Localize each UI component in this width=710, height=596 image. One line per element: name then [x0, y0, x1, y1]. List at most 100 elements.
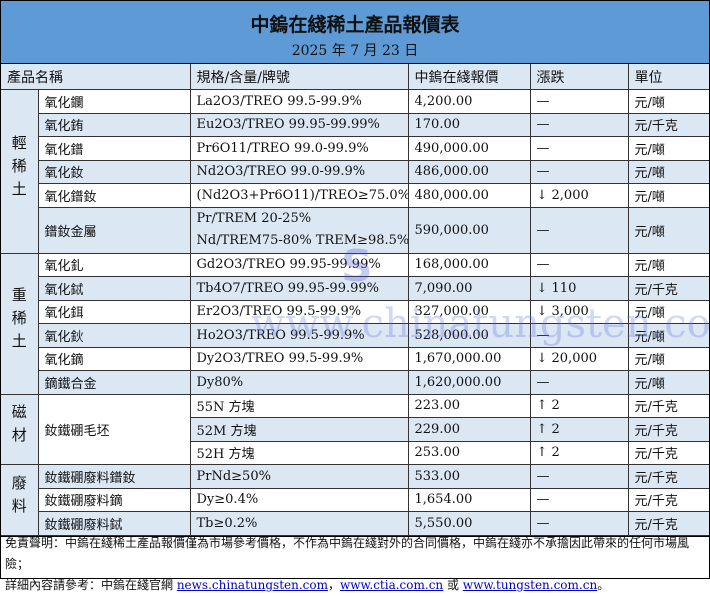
table-row: 52M 方塊 229.00 ↑ 2 元/千克 [1, 417, 709, 442]
price: 4,200.00 [407, 89, 531, 114]
table-row: 氧化鏑 Dy2O3/TREO 99.5-99.9% 1,670,000.00 ↓ 20… [1, 346, 709, 371]
spec: Gd2O3/TREO 99.95-99.99% [189, 252, 409, 277]
table-row: 重稀土 氧化釓 Gd2O3/TREO 99.95-99.99% 168,000.00—… [1, 252, 709, 395]
price-table: 產品名稱 規格/含量/牌號 中鎢在綫報價 漲跌 單位 輕稀土 氧化鑭 La2O3/T… [1, 64, 709, 536]
change: — [529, 89, 629, 114]
spec: 55N 方塊 [189, 393, 409, 418]
table-row: 52H 方塊 253.00 ↑ 2 元/千克 [1, 440, 709, 465]
product-name: 氧化鏑 [38, 346, 191, 371]
product-name: 鏑鐵合金 [38, 370, 191, 395]
table-row: 氧化鈥 Ho2O3/TREO 99.5-99.9% 528,000.00— 元/噸 [1, 323, 709, 348]
product-name: 氧化銪 [38, 112, 191, 137]
category-magnet: 磁材 [1, 393, 39, 465]
product-name: 氧化釹 [38, 159, 191, 184]
product-name: 氧化釓 [37, 252, 191, 277]
change: ↓ 3,000 [529, 299, 629, 324]
change: ↑ 2 [529, 417, 629, 442]
header-price: 中鎢在綫報價 [407, 64, 531, 90]
category-label: 磁材 [9, 404, 28, 451]
change: — [529, 112, 629, 137]
price: 253.00 [407, 440, 531, 465]
spec: Dy80% [189, 370, 409, 395]
unit: 元/噸 [627, 252, 709, 277]
price: 170.00 [407, 112, 531, 137]
unit: 元/千克 [627, 112, 709, 137]
unit: 元/噸 [627, 346, 709, 371]
change: — [529, 252, 629, 277]
date: 2025 年 7 月 23 日 [291, 43, 419, 59]
product-name: 氧化鐠釹 [38, 183, 191, 208]
spec: Pr/TREM 20-25% Nd/TREM75-80% TREM≥98.5% [189, 206, 409, 254]
price: 229.00 [407, 417, 531, 442]
spec: Nd2O3/TREO 99.0-99.9% [189, 159, 409, 184]
price: 480,000.00 [407, 183, 531, 208]
reference-label: 詳細內容請參考：中鎢在綫官網 [5, 578, 177, 592]
price: 168,000.00 [407, 252, 531, 277]
header-product: 產品名稱 [1, 64, 191, 90]
product-name: 釹鐵硼廢料鏑 [38, 487, 191, 512]
table-row: 氧化釹 Nd2O3/TREO 99.0-99.9% 486,000.00— 元/噸 [1, 159, 709, 184]
price: 1,620,000.00 [407, 370, 531, 395]
spec: Dy≥0.4% [189, 487, 409, 512]
spec: (Nd2O3+Pr6O11)/TREO≥75.0% [189, 183, 409, 208]
product-name: 鐠釹金屬 [38, 206, 191, 254]
header-spec: 規格/含量/牌號 [189, 64, 409, 90]
price: 486,000.00 [407, 159, 531, 184]
table-row: 鐠釹金屬 Pr/TREM 20-25% Nd/TREM75-80% TREM≥98.… [1, 206, 709, 254]
price: 327,000.00 [407, 299, 531, 324]
spec: Tb4O7/TREO 99.95-99.99% [189, 276, 409, 301]
unit: 元/噸 [627, 323, 709, 348]
change: ↑ 2 [529, 440, 629, 465]
spec: Pr6O11/TREO 99.0-99.9% [189, 136, 409, 161]
unit: 元/千克 [627, 511, 709, 536]
price: 5,550.00 [407, 511, 531, 536]
category-label: 廢料 [9, 474, 28, 521]
link-news-chinatungsten[interactable]: news.chinatungsten.com [176, 578, 328, 592]
spec: La2O3/TREO 99.5-99.9% [189, 89, 409, 114]
product-name: 氧化鉺 [38, 299, 191, 324]
unit: 元/噸 [627, 206, 709, 254]
unit: 元/噸 [627, 299, 709, 324]
change: — [529, 511, 629, 536]
spec-line: Nd/TREM75-80% TREM≥98.5% [196, 233, 408, 248]
table-row: 氧化銪 Eu2O3/TREO 99.95-99.99% 170.00— 元/千克 [1, 112, 709, 137]
spec: Dy2O3/TREO 99.5-99.9% [189, 346, 409, 371]
price-table-container: 中鎢在綫稀土產品報價表 2025 年 7 月 23 日 產品名稱 規格/含量/牌… [0, 0, 710, 537]
link-ctia[interactable]: www.ctia.com.cn [340, 578, 444, 592]
product-name: 氧化鈥 [38, 323, 191, 348]
table-row: 氧化鐠 Pr6O11/TREO 99.0-99.9% 490,000.00— 元/噸 [1, 136, 709, 161]
disclaimer: 免責聲明：中鎢在綫稀土產品報價僅為市場參考價格，不作為中鎢在綫對外的合同價格，中… [5, 536, 690, 571]
spec-line: Pr/TREM 20-25% [196, 211, 312, 226]
category-light: 輕稀土 [1, 89, 39, 254]
link-tungsten[interactable]: www.tungsten.com.cn [462, 578, 598, 592]
unit: 元/千克 [627, 440, 709, 465]
price: 223.00 [407, 393, 531, 418]
price: 1,670,000.00 [407, 346, 531, 371]
header-change: 漲跌 [529, 64, 629, 90]
unit: 元/千克 [627, 276, 709, 301]
separator: ， [327, 578, 340, 592]
category-label: 重稀土 [9, 287, 28, 356]
change: ↓ 20,000 [529, 346, 629, 371]
product-name: 釹鐵硼廢料鋱 [38, 511, 191, 536]
product-name: 釹鐵硼廢料鐠釹 [37, 464, 191, 489]
spec: Ho2O3/TREO 99.5-99.9% [189, 323, 409, 348]
unit: 元/噸 [627, 89, 709, 114]
separator: 或 [443, 578, 463, 592]
title-bar: 中鎢在綫稀土產品報價表 2025 年 7 月 23 日 [1, 1, 709, 64]
price: 533.00 [407, 464, 531, 489]
spec: Tb≥0.2% [189, 511, 409, 536]
category-scrap: 廢料 [1, 464, 39, 536]
unit: 元/噸 [627, 370, 709, 395]
change: ↓ 2,000 [529, 183, 629, 208]
table-row: 氧化鐠釹 (Nd2O3+Pr6O11)/TREO≥75.0% 480,000.00 ↓… [1, 183, 709, 208]
change: — [529, 206, 629, 254]
unit: 元/噸 [627, 159, 709, 184]
reference-line: 詳細內容請參考：中鎢在綫官網 news.chinatungsten.com，ww… [5, 575, 705, 596]
period: 。 [597, 578, 610, 592]
category-heavy: 重稀土 [1, 252, 39, 395]
spec: PrNd≥50% [189, 464, 409, 489]
change: ↓ 110 [529, 276, 629, 301]
price: 590,000.00 [407, 206, 531, 254]
product-name: 氧化鋱 [38, 276, 191, 301]
